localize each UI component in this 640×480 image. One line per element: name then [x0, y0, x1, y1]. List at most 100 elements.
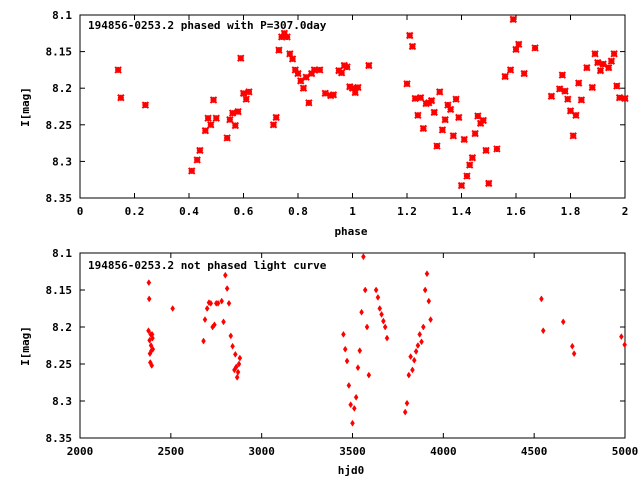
data-point [572, 111, 580, 119]
data-point [417, 330, 423, 338]
data-point [415, 342, 421, 349]
data-point [373, 286, 379, 294]
data-point [226, 115, 234, 124]
data-point [463, 172, 471, 180]
data-point [430, 108, 438, 117]
data-point [204, 305, 210, 312]
data-point [297, 77, 305, 85]
data-point [561, 87, 569, 95]
data-point [406, 31, 414, 40]
data-point [196, 146, 204, 155]
data-point [201, 337, 206, 345]
x-axis-label: phase [334, 225, 367, 238]
data-point [435, 88, 444, 96]
data-point [357, 347, 363, 355]
chart-title: 194856-0253.2 not phased light curve [88, 259, 327, 272]
y-axis-label: I[mag] [19, 87, 32, 127]
x-tick-label: 0.8 [288, 205, 308, 218]
data-point [226, 299, 232, 307]
data-point [479, 116, 488, 125]
data-point [410, 366, 415, 374]
data-point [419, 124, 428, 133]
data-point [321, 89, 329, 98]
data-point [471, 129, 479, 138]
data-point [235, 368, 241, 376]
data-point [294, 69, 302, 78]
data-point [547, 92, 556, 100]
data-point [422, 286, 428, 294]
data-point [566, 107, 575, 115]
data-point [170, 305, 175, 312]
data-point [509, 15, 517, 24]
data-point [228, 109, 237, 117]
data-point [212, 114, 220, 122]
data-point [352, 404, 357, 412]
data-point [485, 179, 493, 188]
data-point [146, 295, 152, 303]
y-tick-label: 8.35 [46, 432, 73, 445]
data-point [366, 371, 372, 379]
unphased-light-curve-chart: 194856-0253.2 not phased light curve hjd… [19, 247, 638, 477]
data-point [411, 94, 419, 103]
data-point [316, 66, 324, 74]
data-point [208, 299, 214, 307]
data-point [588, 83, 597, 92]
data-point [515, 40, 523, 48]
data-point [465, 161, 474, 169]
data-point [433, 142, 441, 150]
data-point [239, 89, 248, 98]
data-point [540, 327, 546, 335]
data-point [441, 115, 449, 124]
data-point [408, 42, 417, 51]
data-point [286, 50, 294, 58]
data-point [375, 293, 381, 301]
data-point [228, 332, 234, 340]
data-point [342, 345, 348, 353]
x-axis-ticks: 2000 2500 3000 3500 4000 4500 5000 [67, 253, 639, 458]
x-tick-label: 0.2 [125, 205, 145, 218]
y-tick-label: 8.15 [46, 284, 73, 297]
data-point [353, 393, 359, 401]
x-tick-label: 3500 [339, 445, 366, 458]
data-point [362, 286, 368, 294]
data-point [223, 134, 231, 142]
data-point [341, 330, 346, 338]
data-point [204, 114, 212, 122]
data-point [577, 96, 586, 104]
data-point [117, 94, 125, 102]
x-tick-label: 5000 [612, 445, 639, 458]
data-point [344, 357, 350, 365]
data-point [610, 50, 618, 58]
data-point [482, 146, 490, 155]
data-point [337, 69, 346, 77]
data-point [234, 373, 240, 381]
data-point [219, 297, 225, 305]
x-tick-label: 1.8 [561, 205, 581, 218]
x-tick-label: 1 [349, 205, 356, 218]
y-axis-label: I[mag] [19, 326, 32, 366]
data-point [221, 318, 226, 326]
data-point [343, 63, 351, 71]
data-point [591, 50, 599, 58]
data-point [346, 382, 352, 389]
data-point [455, 113, 463, 122]
y-tick-label: 8.3 [52, 395, 72, 408]
data-point [594, 58, 602, 67]
data-point [569, 132, 577, 140]
data-point [570, 342, 575, 350]
data-point [555, 85, 564, 93]
y-tick-label: 8.3 [52, 155, 72, 168]
data-point [539, 295, 544, 303]
data-point [299, 84, 308, 92]
data-point [193, 156, 201, 164]
data-point [310, 66, 319, 74]
data-points [146, 253, 627, 427]
x-tick-label: 0.4 [179, 205, 199, 218]
y-tick-label: 8.1 [52, 247, 72, 260]
data-point [622, 341, 627, 349]
data-point [426, 297, 432, 305]
data-point [275, 46, 283, 54]
data-points [114, 15, 629, 190]
data-point [408, 353, 413, 361]
